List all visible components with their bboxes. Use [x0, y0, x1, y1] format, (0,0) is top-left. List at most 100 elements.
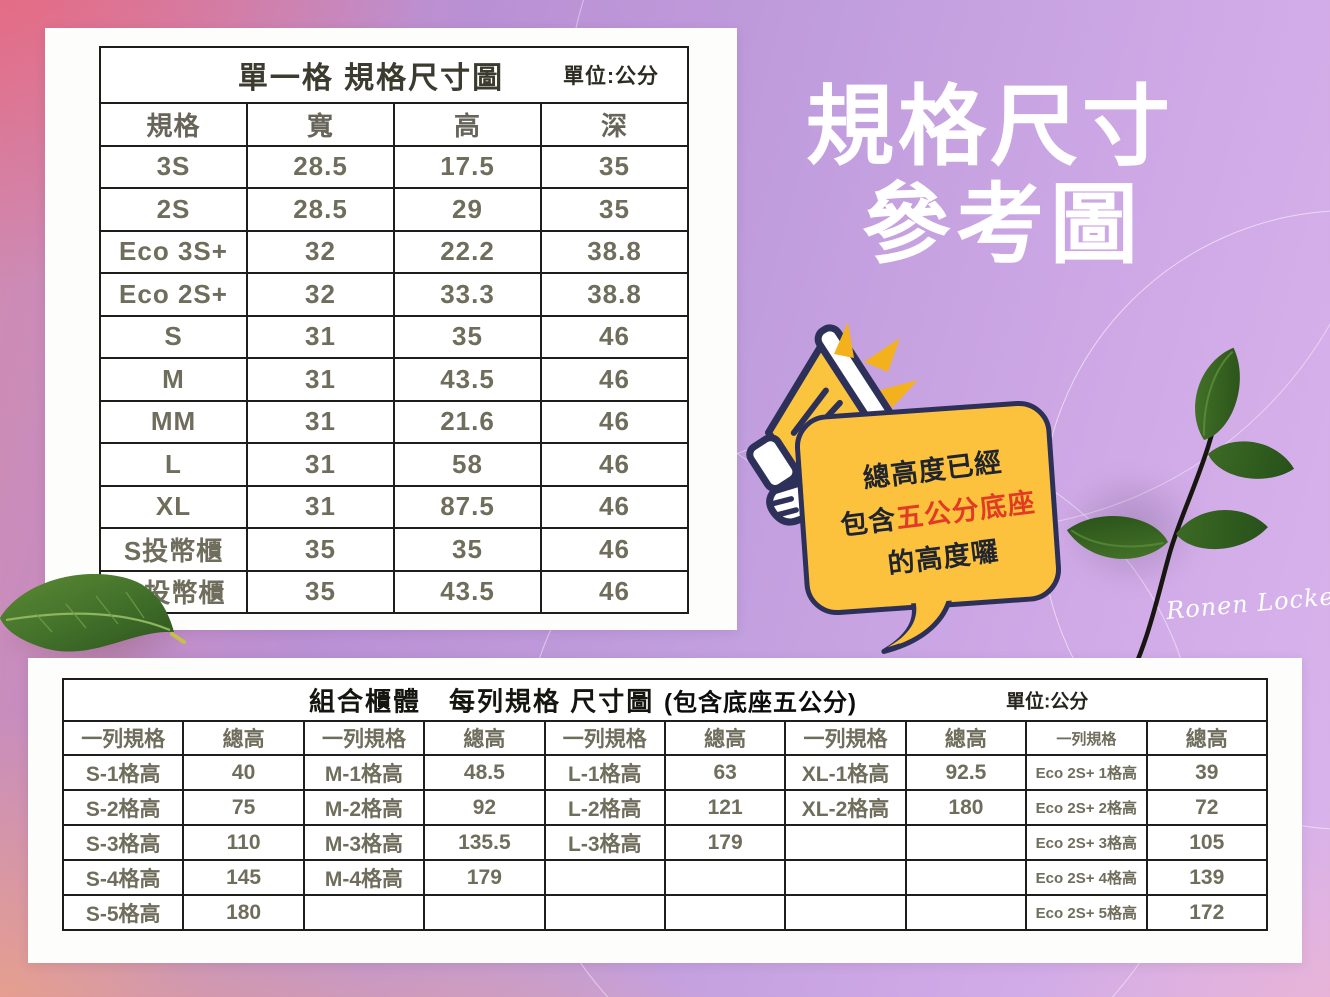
table-cell: M-1格高	[302, 754, 426, 791]
table-cell: 28.5	[246, 187, 395, 232]
table-cell: L-3格高	[543, 824, 666, 861]
table-header-cell: 規格	[99, 102, 248, 147]
table-cell	[663, 894, 787, 931]
table-cell: L	[99, 442, 248, 487]
table-cell: 48.5	[423, 754, 546, 791]
table-row: 3S 28.5 17.5 35	[99, 144, 689, 189]
table-cell	[904, 894, 1028, 931]
table-cell: 180	[904, 789, 1028, 826]
table-cell: 145	[182, 859, 305, 896]
table-header-row: 一列規格 總高 一列規格 總高 一列規格 總高 一列規格 總高 一列規格 總高	[61, 720, 1269, 756]
table-cell: 22.2	[393, 229, 542, 274]
table-row: XL 31 87.5 46	[99, 484, 689, 529]
table-cell: 31	[246, 442, 395, 487]
table-cell: 31	[246, 314, 395, 359]
table-cell: 29	[393, 187, 542, 232]
table-cell: 40	[182, 754, 305, 791]
poster-title: 規格尺寸 參考圖	[780, 77, 1200, 276]
table-row: S-1格高 40 M-1格高 48.5 L-1格高 63 XL-1格高 92.5 Eco 2S+…	[61, 754, 1269, 791]
table-cell: 2S	[99, 187, 248, 232]
table-row: S-3格高 110 M-3格高 135.5 L-3格高 179 Eco 2S+ 3格高 105	[61, 824, 1269, 861]
leaf-icon	[0, 566, 192, 676]
table-row: S 31 35 46	[99, 314, 689, 359]
table-row: M 31 43.5 46	[99, 357, 689, 402]
table-cell: M	[99, 357, 248, 402]
table-cell: 28.5	[246, 144, 395, 189]
table-cell: 43.5	[393, 569, 542, 614]
table-cell	[423, 894, 546, 931]
bubble-line2-prefix: 包含	[838, 504, 899, 541]
combo-table-header: 一列規格 總高 一列規格 總高 一列規格 總高 一列規格 總高 一列規格 總高	[61, 720, 1269, 756]
table-cell	[904, 859, 1028, 896]
table-row: S-2格高 75 M-2格高 92 L-2格高 121 XL-2格高 180 Eco 2S+ 2…	[61, 789, 1269, 826]
table-cell: S	[99, 314, 248, 359]
table-header-cell: 總高	[423, 720, 546, 756]
table-cell: 35	[393, 314, 542, 359]
table-cell: 35	[246, 527, 395, 572]
table-cell: M-2格高	[302, 789, 426, 826]
table-header-cell: 總高	[663, 720, 787, 756]
table-cell: 46	[540, 314, 689, 359]
table-cell	[302, 894, 426, 931]
table-cell: MM	[99, 399, 248, 444]
table-cell: 92	[423, 789, 546, 826]
table-row: S-5格高 180 Eco 2S+ 5格高 172	[61, 894, 1269, 931]
table-cell: XL-2格高	[784, 789, 907, 826]
table-cell: 17.5	[393, 144, 542, 189]
table-cell: 172	[1145, 894, 1269, 931]
table-cell: 39	[1145, 754, 1269, 791]
table-cell: 38.8	[540, 229, 689, 274]
table-header-cell: 一列規格	[61, 720, 185, 756]
single-table-title: 單一格 規格尺寸圖	[237, 62, 505, 95]
combo-table-unit-label: 單位:公分	[1006, 691, 1089, 713]
table-cell: 46	[540, 357, 689, 402]
table-cell: S-5格高	[61, 894, 185, 931]
table-cell: Eco 2S+ 2格高	[1025, 789, 1148, 826]
table-title-cell: 組合櫃體 每列規格 尺寸圖 (包含底座五公分) 單位:公分	[62, 678, 1268, 722]
combo-table-title: 組合櫃體 每列規格 尺寸圖	[309, 686, 655, 717]
single-spec-panel: 單一格 規格尺寸圖 單位:公分 規格寬高深 3S 28.5 17.5 35 2S 28.5…	[45, 28, 737, 630]
table-cell: 32	[246, 229, 395, 274]
table-cell: 135.5	[423, 824, 546, 861]
poster-title-line2: 參考圖	[861, 172, 1144, 276]
table-cell: 72	[1145, 789, 1269, 826]
table-header-cell: 總高	[1145, 720, 1269, 756]
table-cell: Eco 2S+ 4格高	[1025, 859, 1148, 896]
table-cell: 35	[540, 187, 689, 232]
table-header-row: 規格寬高深	[99, 102, 689, 147]
table-cell: 46	[540, 484, 689, 529]
table-header-cell: 高	[393, 102, 542, 147]
table-row: Eco 2S+ 32 33.3 38.8	[99, 272, 689, 317]
table-cell: 46	[540, 527, 689, 572]
table-cell	[784, 859, 907, 896]
table-cell: S投幣櫃	[99, 527, 248, 572]
table-cell: S-2格高	[61, 789, 185, 826]
branch-icon	[1056, 346, 1296, 698]
table-header-cell: 寬	[246, 102, 395, 147]
table-cell: XL-1格高	[784, 754, 907, 791]
table-header-cell: 總高	[182, 720, 305, 756]
table-cell: 31	[246, 399, 395, 444]
table-cell: 46	[540, 442, 689, 487]
table-cell: 38.8	[540, 272, 689, 317]
table-cell: S-1格高	[61, 754, 185, 791]
table-header-cell: 一列規格	[302, 720, 426, 756]
table-cell: 92.5	[904, 754, 1028, 791]
table-cell: M-3格高	[302, 824, 426, 861]
table-cell: 46	[540, 569, 689, 614]
table-cell: Eco 2S+ 1格高	[1025, 754, 1148, 791]
table-cell: S-4格高	[61, 859, 185, 896]
table-header-cell: 總高	[904, 720, 1028, 756]
table-cell: Eco 2S+ 5格高	[1025, 894, 1148, 931]
table-cell: 35	[246, 569, 395, 614]
single-spec-table: 單一格 規格尺寸圖 單位:公分 規格寬高深 3S 28.5 17.5 35 2S 28.5…	[99, 46, 689, 614]
table-cell: 31	[246, 484, 395, 529]
table-cell	[543, 859, 666, 896]
table-cell: 33.3	[393, 272, 542, 317]
table-cell: Eco 2S+	[99, 272, 248, 317]
table-row: L 31 58 46	[99, 442, 689, 487]
table-cell: 43.5	[393, 357, 542, 402]
table-title-row: 組合櫃體 每列規格 尺寸圖 (包含底座五公分) 單位:公分	[62, 678, 1268, 722]
table-cell	[543, 894, 666, 931]
table-cell: 110	[182, 824, 305, 861]
